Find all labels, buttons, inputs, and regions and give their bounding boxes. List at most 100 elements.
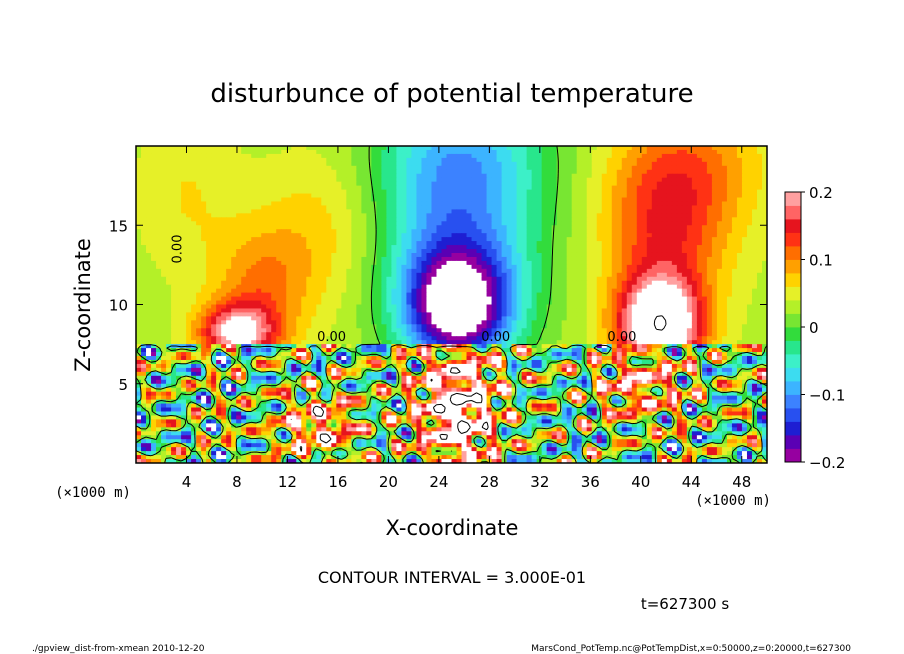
heatmap-cell xyxy=(521,292,528,298)
heatmap-cell xyxy=(566,153,573,159)
heatmap-cell xyxy=(261,225,267,230)
heatmap-cell xyxy=(201,241,207,246)
heatmap-cell xyxy=(666,193,673,199)
heatmap-cell xyxy=(391,268,398,274)
heatmap-cell xyxy=(251,272,257,278)
heatmap-cell xyxy=(696,177,703,183)
heatmap-cell xyxy=(166,264,172,270)
heatmap-cell xyxy=(221,185,227,191)
heatmap-cell xyxy=(256,252,262,258)
heatmap-cell xyxy=(601,284,608,290)
heatmap-cell xyxy=(476,288,483,294)
heatmap-cell xyxy=(691,197,698,203)
heatmap-cell xyxy=(386,241,393,246)
heatmap-cell xyxy=(721,260,728,266)
heatmap-cell xyxy=(691,157,698,163)
heatmap-cell xyxy=(736,280,743,286)
heatmap-cell xyxy=(266,268,272,274)
heatmap-cell xyxy=(286,249,292,254)
heatmap-cell xyxy=(461,292,468,298)
heatmap-cell xyxy=(251,241,257,246)
heatmap-cell xyxy=(221,225,227,230)
heatmap-cell xyxy=(456,296,463,302)
heatmap-cell xyxy=(506,209,513,214)
heatmap-cell xyxy=(336,237,342,242)
heatmap-cell xyxy=(176,213,182,218)
heatmap-cell xyxy=(676,296,683,302)
heatmap-cell xyxy=(446,292,453,298)
heatmap-cell xyxy=(181,197,187,203)
heatmap-cell xyxy=(181,284,187,290)
heatmap-cell xyxy=(616,165,623,171)
heatmap-cell xyxy=(606,205,613,210)
heatmap-cell xyxy=(756,173,763,179)
heatmap-cell xyxy=(526,221,533,226)
heatmap-cell xyxy=(181,181,187,187)
heatmap-cell xyxy=(606,256,613,262)
heatmap-cell xyxy=(321,221,327,226)
heatmap-cell xyxy=(751,268,758,274)
heatmap-cell xyxy=(311,260,317,266)
heatmap-cell xyxy=(751,249,758,254)
heatmap-cell xyxy=(486,161,493,167)
heatmap-cell xyxy=(521,276,528,282)
heatmap-cell xyxy=(476,185,483,191)
heatmap-cell xyxy=(411,193,418,199)
heatmap-cell xyxy=(276,225,282,230)
heatmap-cell xyxy=(711,249,718,254)
heatmap-cell xyxy=(371,177,377,183)
heatmap-cell xyxy=(551,272,558,278)
heatmap-cell xyxy=(161,280,167,286)
heatmap-cell xyxy=(456,300,463,306)
heatmap-cell xyxy=(651,157,658,163)
heatmap-cell xyxy=(376,241,382,246)
heatmap-cell xyxy=(221,209,227,214)
heatmap-cell xyxy=(191,233,197,238)
heatmap-cell xyxy=(281,161,287,167)
heatmap-cell xyxy=(576,292,583,298)
heatmap-cell xyxy=(611,177,618,183)
heatmap-cell xyxy=(401,153,408,159)
heatmap-cell xyxy=(446,233,453,238)
heatmap-cell xyxy=(246,221,252,226)
heatmap-cell xyxy=(206,284,212,290)
heatmap-cell xyxy=(341,165,347,171)
heatmap-cell xyxy=(586,181,593,187)
heatmap-cell xyxy=(736,229,743,234)
heatmap-cell xyxy=(706,177,713,183)
heatmap-cell xyxy=(611,292,618,298)
heatmap-cell xyxy=(446,296,453,302)
heatmap-cell xyxy=(276,193,282,199)
heatmap-cell xyxy=(701,276,708,282)
heatmap-cell xyxy=(266,185,272,191)
heatmap-cell xyxy=(656,146,663,151)
heatmap-cell xyxy=(631,256,638,262)
heatmap-cell xyxy=(541,173,548,179)
heatmap-cell xyxy=(366,292,372,298)
heatmap-cell xyxy=(276,296,282,302)
heatmap-cell xyxy=(656,284,663,290)
heatmap-cell xyxy=(276,161,282,167)
heatmap-cell xyxy=(581,213,588,218)
heatmap-cell xyxy=(676,161,683,167)
heatmap-cell xyxy=(461,249,468,254)
heatmap-cell xyxy=(616,272,623,278)
heatmap-cell xyxy=(561,149,568,155)
heatmap-cell xyxy=(691,221,698,226)
heatmap-cell xyxy=(481,268,488,274)
heatmap-cell xyxy=(401,300,408,306)
heatmap-cell xyxy=(271,292,277,298)
heatmap-cell xyxy=(336,292,342,298)
heatmap-cell xyxy=(161,300,167,306)
heatmap-cell xyxy=(406,149,413,155)
heatmap-cell xyxy=(366,260,372,266)
heatmap-cell xyxy=(331,300,337,306)
heatmap-cell xyxy=(721,217,728,222)
heatmap-cell xyxy=(576,205,583,210)
heatmap-cell xyxy=(556,221,563,226)
heatmap-cell xyxy=(546,280,553,286)
heatmap-cell xyxy=(301,245,307,250)
heatmap-cell xyxy=(556,205,563,210)
heatmap-cell xyxy=(301,284,307,290)
heatmap-cell xyxy=(491,233,498,238)
